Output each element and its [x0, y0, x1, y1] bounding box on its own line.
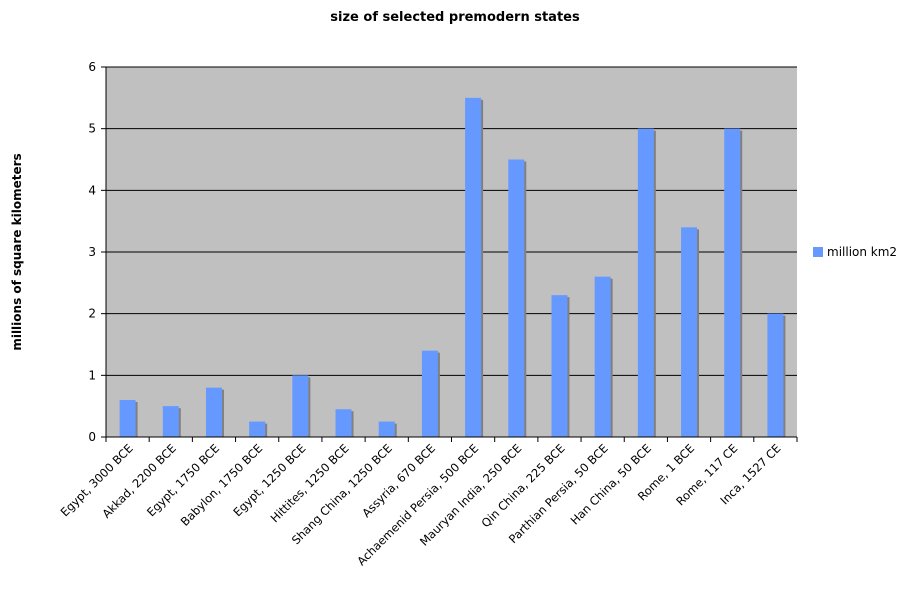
x-tick-label: Qin China, 225 BCE — [479, 441, 568, 530]
bar — [249, 421, 266, 437]
x-tick-label: Egypt, 1750 BCE — [144, 441, 222, 519]
bar — [551, 295, 568, 437]
bar — [292, 375, 309, 437]
bar — [162, 406, 179, 437]
bar — [637, 128, 654, 437]
y-axis-label: millions of square kilometers — [10, 153, 24, 350]
x-tick-label: Hittites, 1250 BCE — [268, 441, 352, 525]
bar — [767, 313, 784, 437]
bar — [119, 400, 136, 437]
x-tick-label: Egypt, 3000 BCE — [58, 441, 136, 519]
bar — [335, 409, 352, 437]
legend-swatch — [813, 247, 823, 257]
chart-title: size of selected premodern states — [330, 10, 580, 25]
x-tick-label: Akkad, 2200 BCE — [99, 441, 179, 521]
y-tick-label: 0 — [88, 430, 96, 444]
bar — [508, 159, 525, 437]
x-tick-label: Assyria, 670 BCE — [359, 441, 438, 520]
legend: million km2 — [813, 245, 897, 259]
x-tick-label: Babylon, 1750 BCE — [178, 441, 266, 529]
bar — [205, 387, 222, 437]
x-tick-label: Han China, 50 BCE — [568, 441, 654, 527]
bar — [724, 128, 741, 437]
y-tick-label: 3 — [88, 245, 96, 259]
y-tick-label: 5 — [88, 122, 96, 136]
y-tick-label: 2 — [88, 307, 96, 321]
bar — [681, 227, 698, 437]
bar — [421, 350, 438, 437]
bar — [378, 421, 395, 437]
bar — [594, 276, 611, 437]
bar — [465, 97, 482, 437]
legend-label: million km2 — [827, 245, 897, 259]
y-tick-label: 6 — [88, 60, 96, 74]
x-tick-label: Egypt, 1250 BCE — [230, 441, 308, 519]
y-tick-label: 1 — [88, 368, 96, 382]
y-tick-label: 4 — [88, 183, 96, 197]
